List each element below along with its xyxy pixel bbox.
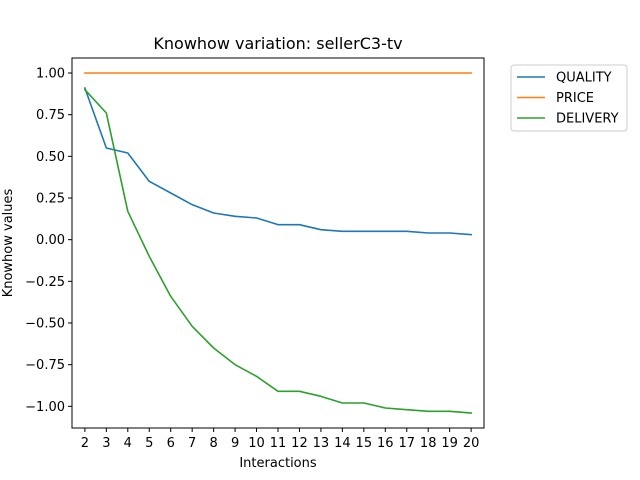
x-tick-label: 13 bbox=[313, 436, 330, 451]
x-tick-label: 3 bbox=[102, 436, 110, 451]
x-tick-label: 10 bbox=[248, 436, 265, 451]
x-tick-label: 14 bbox=[334, 436, 351, 451]
y-axis: −1.00 −0.75 −0.50 −0.25 0.00 0.25 0.50 0.75 1.00 bbox=[25, 67, 72, 415]
x-tick-label: 17 bbox=[398, 436, 415, 451]
x-tick-label: 12 bbox=[291, 436, 308, 451]
x-tick-label: 8 bbox=[209, 436, 217, 451]
x-tick-label: 6 bbox=[167, 436, 175, 451]
plot-area bbox=[71, 57, 485, 429]
y-tick-label: 0.00 bbox=[36, 233, 65, 248]
x-tick-label: 16 bbox=[377, 436, 394, 451]
series-line-delivery bbox=[83, 88, 472, 414]
legend-label: QUALITY bbox=[556, 71, 612, 86]
series-line-quality bbox=[83, 86, 472, 236]
chart-title: Knowhow variation: sellerC3-tv bbox=[153, 34, 402, 53]
x-tick-label: 19 bbox=[441, 436, 458, 451]
y-tick-label: 1.00 bbox=[36, 67, 65, 82]
x-tick-label: 2 bbox=[81, 436, 89, 451]
y-tick-label: −0.50 bbox=[25, 317, 65, 332]
x-tick-label: 9 bbox=[231, 436, 239, 451]
x-tick-label: 18 bbox=[420, 436, 437, 451]
x-axis-label: Interactions bbox=[239, 456, 317, 471]
y-tick-label: −0.75 bbox=[25, 358, 65, 373]
y-tick-label: 0.50 bbox=[36, 150, 65, 165]
x-tick-label: 15 bbox=[356, 436, 373, 451]
y-tick-label: 0.75 bbox=[36, 108, 65, 123]
legend-label: PRICE bbox=[556, 91, 594, 106]
x-axis: 2 3 4 5 6 7 8 9 10 11 12 13 14 15 16 17 18 19 20 bbox=[81, 428, 480, 451]
legend-box bbox=[510, 64, 628, 132]
y-tick-label: −0.25 bbox=[25, 275, 65, 290]
legend: QUALITY PRICE DELIVERY bbox=[510, 64, 628, 132]
y-tick-label: −1.00 bbox=[25, 400, 65, 415]
legend-label: DELIVERY bbox=[556, 112, 619, 127]
x-tick-label: 11 bbox=[270, 436, 287, 451]
y-tick-label: 0.25 bbox=[36, 192, 65, 207]
x-tick-label: 7 bbox=[188, 436, 196, 451]
series-lines bbox=[83, 72, 472, 414]
x-tick-label: 20 bbox=[463, 436, 480, 451]
x-tick-label: 5 bbox=[145, 436, 153, 451]
y-axis-label: Knowhow values bbox=[1, 188, 16, 297]
x-tick-label: 4 bbox=[124, 436, 132, 451]
